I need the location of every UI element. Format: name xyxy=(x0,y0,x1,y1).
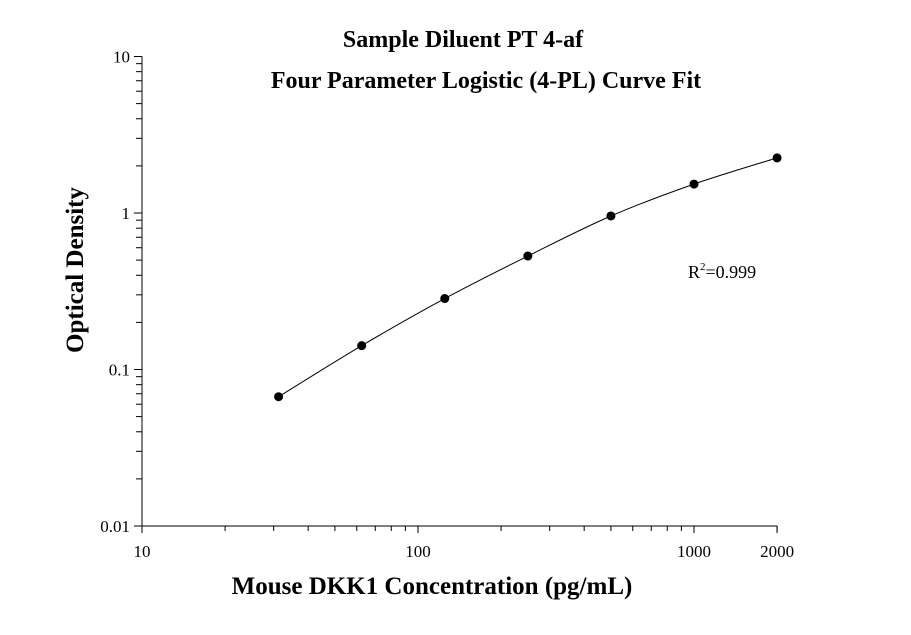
chart-subtitle: Four Parameter Logistic (4-PL) Curve Fit xyxy=(271,68,701,94)
data-point xyxy=(772,153,782,163)
chart-title: Sample Diluent PT 4-af xyxy=(343,27,584,53)
y-tick-label: 0.01 xyxy=(100,517,130,536)
x-tick-label: 100 xyxy=(405,542,431,561)
data-points xyxy=(274,153,782,402)
y-tick-label: 0.1 xyxy=(109,361,130,380)
y-tick-label: 1 xyxy=(122,204,131,223)
x-axis-label: Mouse DKK1 Concentration (pg/mL) xyxy=(232,573,633,600)
data-point xyxy=(357,341,367,351)
data-point xyxy=(606,211,616,221)
x-tick-label: 10 xyxy=(134,542,151,561)
data-point xyxy=(523,251,533,261)
y-tick-label: 10 xyxy=(113,48,130,67)
data-point xyxy=(689,179,699,189)
r-squared-annotation: R2=0.999 xyxy=(688,261,756,282)
data-point xyxy=(440,294,450,304)
fit-curve xyxy=(278,157,778,398)
y-axis-label: Optical Density xyxy=(62,187,89,353)
x-tick-label: 1000 xyxy=(677,542,711,561)
tick-labels: 10 100 1000 2000 0.01 0.1 1 10 xyxy=(100,48,794,562)
axes xyxy=(134,56,778,533)
data-point xyxy=(274,392,284,402)
x-tick-label: 2000 xyxy=(760,542,794,561)
